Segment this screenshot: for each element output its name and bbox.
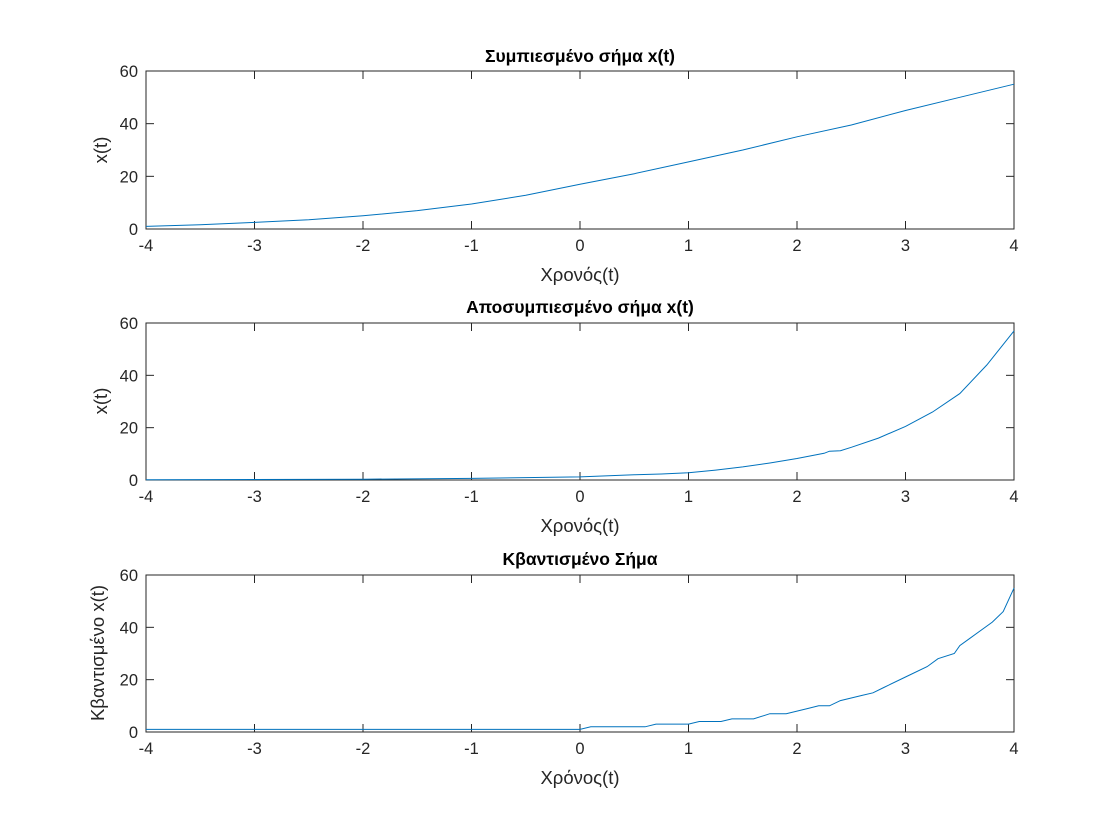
subplot-2-xtick-label: -1 [464,488,479,506]
subplot-1-xtick-label: 2 [792,237,801,255]
subplot-2-xtick-label: 3 [901,488,910,506]
subplot-3-xtick-label: -4 [139,740,154,758]
subplot-2-ytick-label: 20 [120,420,138,438]
subplot-3-axes-box [145,574,1015,733]
subplot-2-xtick-label: 2 [792,488,801,506]
subplot-2-xlabel: Χρονός(t) [540,515,619,536]
subplot-1-xtick-label: 4 [1009,237,1018,255]
subplot-3-xtick-label: -3 [247,740,262,758]
subplot-3-xtick-label: 2 [792,740,801,758]
subplot-1: Συμπιεσμένο σήμα x(t) Χρονός(t) x(t) -4 -… [90,46,1019,285]
subplot-3-title: Κβαντισμένο Σήμα [503,549,658,569]
subplot-3-ytick-label: 20 [120,672,138,690]
subplot-1-xtick-label: -3 [247,237,262,255]
subplot-2-ytick-label: 0 [129,472,138,490]
subplot-3-ytick-label: 0 [129,724,138,742]
subplot-3-xtick-label: 4 [1009,740,1018,758]
subplot-1-xtick-label: 3 [901,237,910,255]
subplot-2-xtick-label: 4 [1009,488,1018,506]
subplot-3-series-line [146,587,1015,730]
subplot-2-xtick-label: -4 [139,488,154,506]
subplot-3-xtick-label: -2 [356,740,371,758]
subplot-2-title: Αποσυμπιεσμένο σήμα x(t) [466,297,694,317]
subplot-3-xlabel: Χρόνος(t) [540,767,619,788]
subplot-3: Κβαντισμένο Σήμα Χρόνος(t) Κβαντισμένο x… [87,549,1019,788]
subplot-1-xtick-label: -2 [356,237,371,255]
subplot-2-xtick-label: 1 [684,488,693,506]
subplot-1-xtick-label: 1 [684,237,693,255]
subplot-2-xtick-label: -2 [356,488,371,506]
subplot-1-ytick-label: 0 [129,221,138,239]
subplot-1-series-line [145,83,1015,227]
subplot-3-xtick-label: 0 [575,740,584,758]
subplot-3-xtick-label: -1 [464,740,479,758]
subplot-2-axes-box [145,322,1015,481]
subplot-3-ylabel: Κβαντισμένο x(t) [87,585,108,721]
subplot-3-xtick-label: 1 [684,740,693,758]
subplot-3-xtick-label: 3 [901,740,910,758]
subplot-1-xtick-label: 0 [575,237,584,255]
subplot-1-xtick-label: -1 [464,237,479,255]
subplot-2: Αποσυμπιεσμένο σήμα x(t) Χρονός(t) x(t) … [90,297,1019,536]
subplot-2-ylabel: x(t) [90,388,111,415]
subplot-1-ytick-label: 20 [120,168,138,186]
subplot-1-xlabel: Χρονός(t) [540,264,619,285]
subplot-3-ytick-label: 60 [120,567,138,585]
subplot-1-xtick-label: -4 [139,237,154,255]
subplot-1-ytick-label: 40 [120,116,138,134]
subplot-2-series-line [145,330,1015,481]
subplot-1-ytick-label: 60 [120,63,138,81]
subplot-3-ytick-label: 40 [120,619,138,637]
subplot-1-axes-box [145,70,1015,230]
subplot-2-ytick-label: 60 [120,315,138,333]
subplot-1-title: Συμπιεσμένο σήμα x(t) [485,46,675,66]
subplot-2-ytick-label: 40 [120,367,138,385]
subplot-2-xtick-label: -3 [247,488,262,506]
subplot-2-xtick-label: 0 [575,488,584,506]
subplot-1-ylabel: x(t) [90,137,111,164]
